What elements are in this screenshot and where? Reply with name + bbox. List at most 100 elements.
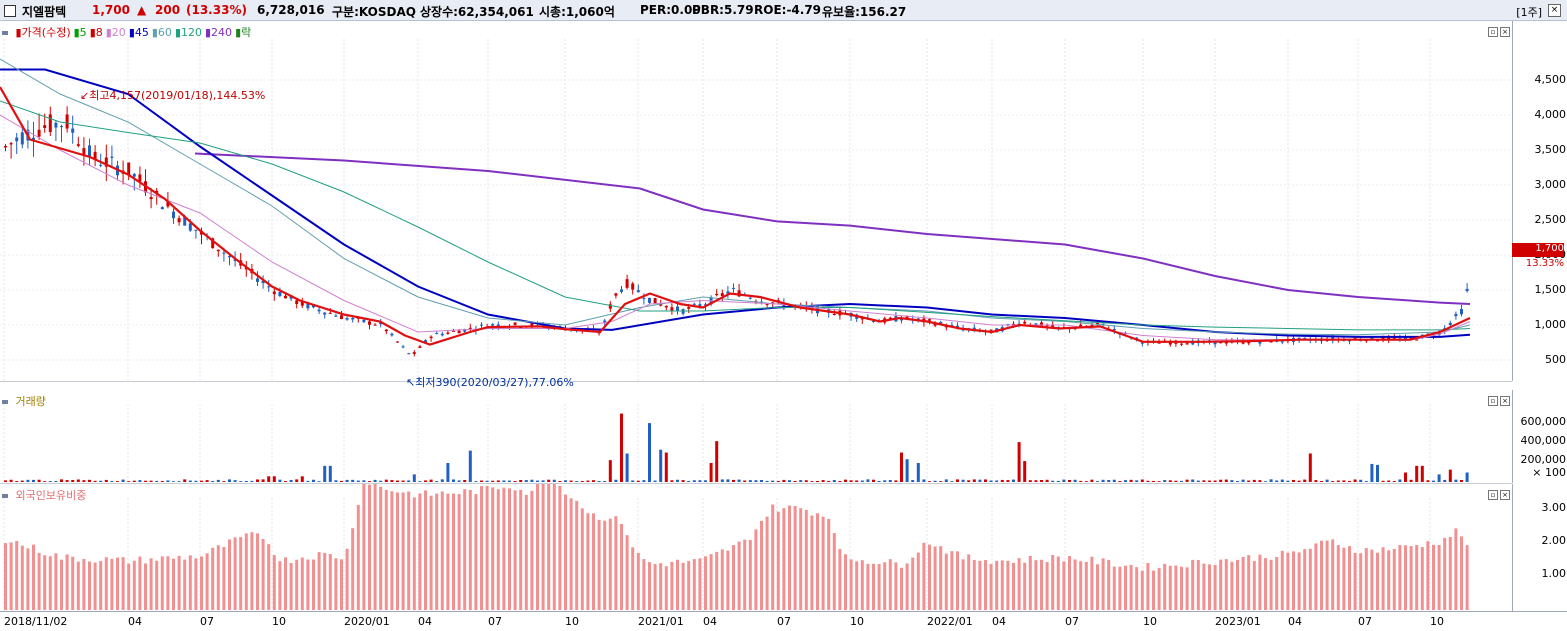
foreign-bar — [1208, 564, 1211, 610]
volume-bar — [978, 479, 982, 482]
stock-info-bar: 지엘팜텍 1,700 ▲ 200 (13.33%) 6,728,016 구분:K… — [0, 0, 1567, 21]
foreign-bar — [205, 553, 209, 610]
price-y-axis[interactable]: 4,5004,0003,5003,0002,5002,0001,5001,000… — [1512, 21, 1567, 381]
legend-item[interactable]: ▮8 — [89, 26, 103, 39]
foreign-bar — [155, 560, 159, 610]
volume-bar — [1392, 481, 1396, 482]
legend-item[interactable]: ▮가격(수정) — [15, 26, 71, 39]
foreign-bar — [821, 516, 825, 610]
candle — [104, 144, 108, 182]
candle — [429, 335, 433, 342]
close-icon[interactable]: × — [1500, 27, 1510, 37]
panel-handle-icon[interactable] — [2, 400, 8, 404]
volume-bar — [1432, 480, 1435, 482]
foreign-bar — [15, 541, 19, 610]
foreign-bar — [1196, 560, 1200, 610]
candle — [261, 275, 265, 289]
foreign-bar — [687, 561, 691, 610]
volume-bar — [1314, 480, 1318, 482]
foreign-chart[interactable] — [0, 484, 1512, 611]
volume-bar — [76, 479, 80, 482]
volume-bar — [48, 481, 52, 482]
volume-bar — [1062, 479, 1066, 482]
candle — [396, 341, 399, 343]
volume-bar — [1443, 479, 1447, 482]
candle — [82, 137, 86, 166]
candle — [278, 287, 282, 298]
foreign-bar — [116, 557, 119, 610]
legend-item[interactable]: ▮20 — [105, 26, 126, 39]
foreign-bar — [765, 516, 769, 610]
volume-bar — [536, 480, 539, 482]
volume-bar — [648, 423, 651, 482]
volume-bar — [564, 480, 567, 482]
volume-bar — [911, 480, 915, 482]
foreign-bar — [788, 505, 791, 610]
foreign-bar — [681, 562, 685, 610]
maximize-icon[interactable]: ▫ — [1488, 27, 1498, 37]
foreign-bar — [631, 547, 635, 610]
volume-bar — [838, 480, 842, 482]
legend-item[interactable]: ▮45 — [128, 26, 149, 39]
volume-bar — [496, 480, 500, 482]
legend-item[interactable]: ▮5 — [73, 26, 87, 39]
price-chart[interactable] — [0, 21, 1512, 381]
close-icon[interactable]: × — [1548, 4, 1561, 17]
foreign-bar — [435, 493, 439, 610]
volume-bar — [866, 479, 870, 482]
volume-bar — [435, 481, 439, 482]
volume-bar — [1342, 480, 1346, 482]
volume-bar — [160, 480, 164, 482]
select-checkbox[interactable] — [4, 5, 16, 17]
volume-bar — [429, 479, 433, 482]
foreign-bar — [88, 561, 91, 610]
foreign-bar — [995, 560, 999, 610]
foreign-bar — [1073, 559, 1077, 610]
foreign-bar — [172, 558, 175, 610]
panel-handle-icon[interactable] — [2, 494, 8, 498]
volume-chart[interactable] — [0, 390, 1512, 483]
maximize-icon[interactable]: ▫ — [1488, 396, 1498, 406]
legend-item[interactable]: ▮120 — [174, 26, 202, 39]
volume-bar — [452, 479, 455, 482]
volume-bar — [284, 481, 287, 482]
legend-item[interactable]: ▮60 — [151, 26, 172, 39]
candle — [127, 162, 131, 181]
volume-bar — [1012, 479, 1015, 482]
period-selector[interactable]: [1주] — [1516, 6, 1542, 19]
maximize-icon[interactable]: ▫ — [1488, 490, 1498, 500]
volume-bar — [1112, 479, 1116, 482]
candle — [418, 344, 422, 349]
legend-item[interactable]: ▮락 — [235, 26, 252, 39]
foreign-bar — [1376, 552, 1379, 610]
foreign-bar — [704, 556, 707, 610]
close-icon[interactable]: × — [1500, 490, 1510, 500]
volume-bar — [138, 480, 142, 482]
foreign-bar — [1146, 563, 1150, 610]
foreign-bar — [939, 546, 943, 610]
foreign-bar — [138, 556, 142, 610]
foreign-bar — [569, 498, 573, 610]
volume-bar — [261, 479, 265, 482]
volume-bar — [1208, 480, 1211, 482]
volume-bar — [116, 481, 119, 482]
stock-name[interactable]: 지엘팜텍 — [22, 5, 67, 19]
foreign-y-axis[interactable]: 3.00 2.00 1.00 — [1512, 484, 1567, 611]
foreign-bar — [508, 488, 511, 610]
volume-bar — [43, 481, 47, 482]
x-axis[interactable]: 2018/11/02 04 07 10 2020/01 04 07 10 2021/01 04 07… — [0, 611, 1567, 631]
foreign-bar — [720, 549, 724, 610]
foreign-bar — [1314, 543, 1318, 610]
candle — [71, 115, 75, 144]
legend-item[interactable]: ▮240 — [205, 26, 233, 39]
volume-y-axis[interactable]: 600,000 400,000 200,000 × 100 — [1512, 390, 1567, 483]
foreign-bar — [1241, 557, 1245, 610]
volume-bar — [384, 479, 388, 482]
x-tick-label: 2023/01 — [1215, 615, 1261, 628]
volume-bar — [1224, 479, 1228, 482]
panel-handle-icon[interactable] — [2, 31, 8, 35]
foreign-bar — [26, 548, 30, 610]
close-icon[interactable]: × — [1500, 396, 1510, 406]
foreign-bar — [816, 513, 819, 610]
foreign-bar — [989, 564, 993, 610]
